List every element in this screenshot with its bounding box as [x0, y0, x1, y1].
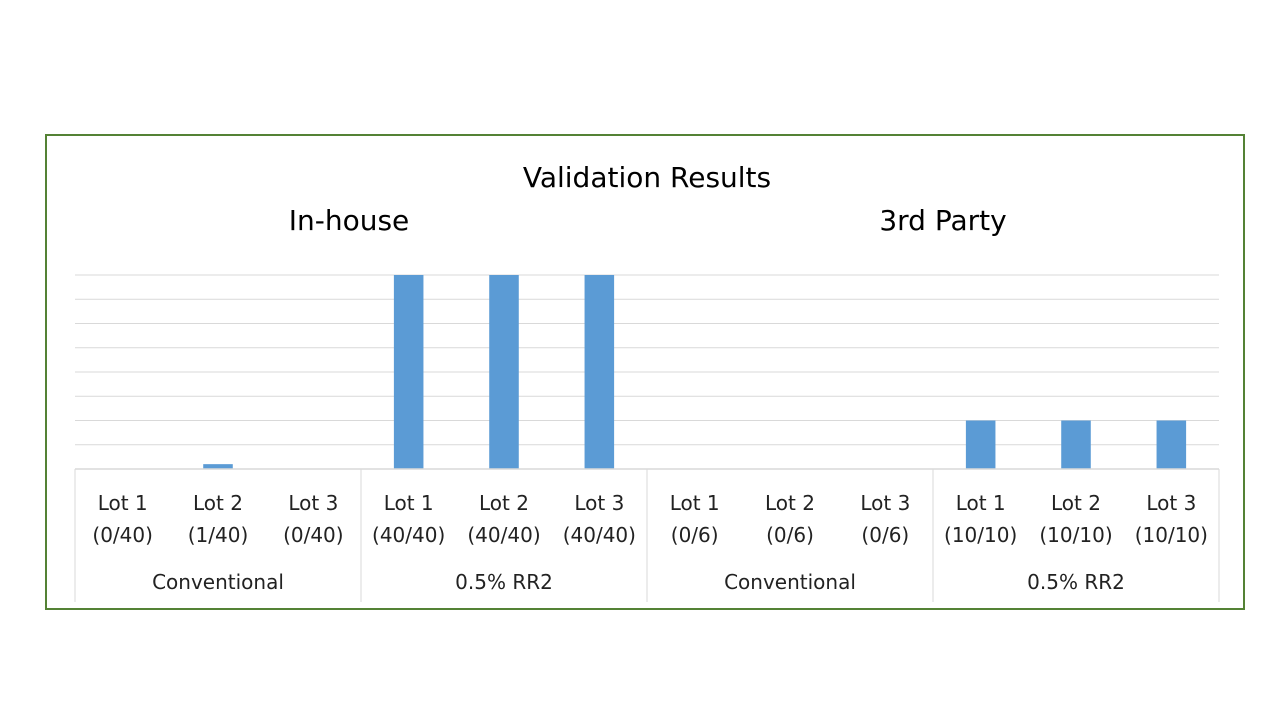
group-label: 0.5% RR2	[1027, 570, 1125, 594]
bar	[489, 275, 519, 469]
tick-label-detail: (0/6)	[671, 523, 719, 547]
tick-label: Lot 3	[574, 491, 624, 515]
tick-label: Lot 1	[956, 491, 1006, 515]
tick-label-detail: (10/10)	[1039, 523, 1112, 547]
tick-label-detail: (40/40)	[467, 523, 540, 547]
tick-label: Lot 2	[479, 491, 529, 515]
group-label: Conventional	[724, 570, 856, 594]
tick-label: Lot 1	[384, 491, 434, 515]
tick-label-detail: (1/40)	[188, 523, 249, 547]
tick-label: Lot 3	[1146, 491, 1196, 515]
subtitle-3rd-party: 3rd Party	[879, 204, 1007, 237]
chart-title: Validation Results	[522, 161, 772, 194]
group-label: Conventional	[152, 570, 284, 594]
tick-label: Lot 3	[288, 491, 338, 515]
tick-label: Lot 2	[1051, 491, 1101, 515]
tick-label-detail: (10/10)	[944, 523, 1017, 547]
tick-label: Lot 3	[860, 491, 910, 515]
bar	[1061, 420, 1091, 469]
bar-chart: Lot 1 (0/40) Lot 2 (1/40) Lot 3 (0/40) Lot 1 (4…	[74, 274, 1220, 602]
tick-label-detail: (0/40)	[283, 523, 344, 547]
bar	[393, 275, 424, 469]
tick-label-detail: (0/6)	[861, 523, 909, 547]
tick-label: Lot 1	[98, 491, 148, 515]
chart-frame: Validation Results In-house 3rd Party Lo…	[45, 134, 1245, 610]
bar	[584, 275, 615, 469]
bar	[1156, 420, 1187, 469]
tick-label: Lot 1	[670, 491, 720, 515]
tick-label-detail: (40/40)	[372, 523, 445, 547]
tick-label: Lot 2	[765, 491, 815, 515]
tick-label-detail: (10/10)	[1135, 523, 1208, 547]
tick-label-detail: (0/6)	[766, 523, 814, 547]
bar	[203, 464, 233, 469]
bar	[965, 420, 996, 469]
tick-label-detail: (0/40)	[92, 523, 153, 547]
tick-label-detail: (40/40)	[563, 523, 636, 547]
subtitle-in-house: In-house	[288, 204, 410, 237]
tick-label: Lot 2	[193, 491, 243, 515]
group-label: 0.5% RR2	[455, 570, 553, 594]
